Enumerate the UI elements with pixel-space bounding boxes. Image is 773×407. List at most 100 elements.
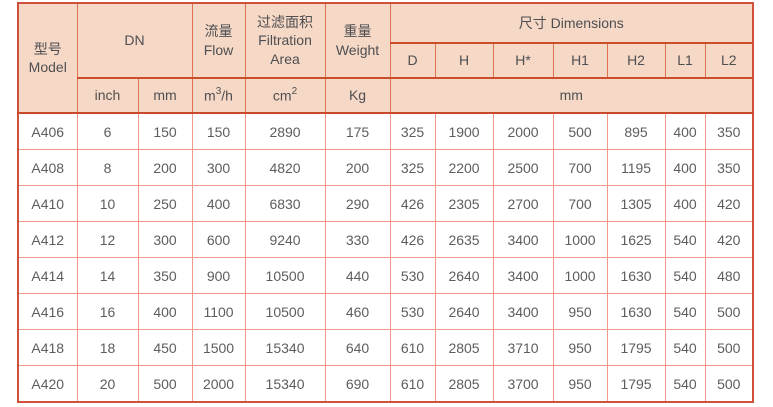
- header-row-groups: 型号 Model DN 流量 Flow 过滤面积 Filtration Area…: [17, 2, 754, 114]
- table-row: A406 6 150 150 2890 175 325 1900 2000 500 895 400 35…: [17, 112, 754, 150]
- unit-mm: mm: [137, 77, 193, 114]
- cell-area: 9240: [244, 221, 326, 258]
- cell-dim-h1: 700: [552, 185, 608, 222]
- table-row: A410 10 250 400 6830 290 426 2305 2700 700 1305 400…: [17, 185, 754, 222]
- cell-dim-h: 1900: [434, 112, 494, 150]
- cell-dim-hstar: 3400: [492, 293, 554, 330]
- table-row: A414 14 350 900 10500 440 530 2640 3400 1000 1630 5…: [17, 257, 754, 294]
- cell-weight: 175: [324, 112, 391, 150]
- cell-dim-l1: 540: [664, 293, 706, 330]
- cell-dim-h: 2640: [434, 293, 494, 330]
- cell-weight: 290: [324, 185, 391, 222]
- cell-dim-h1: 500: [552, 112, 608, 150]
- unit-dimensions-mm: mm: [389, 77, 754, 114]
- cell-flow: 600: [191, 221, 246, 258]
- header-area-en2: Area: [270, 50, 300, 67]
- unit-area: cm2: [244, 77, 326, 114]
- cell-dn-mm: 500: [137, 365, 193, 403]
- spec-table-container: 型号 Model DN 流量 Flow 过滤面积 Filtration Area…: [17, 2, 755, 403]
- cell-dn-mm: 350: [137, 257, 193, 294]
- cell-dn-inch: 14: [76, 257, 139, 294]
- cell-dim-hstar: 3700: [492, 365, 554, 403]
- cell-dim-h2: 1625: [606, 221, 666, 258]
- header-area-zh: 过滤面积: [257, 14, 314, 31]
- header-dim-d: D: [389, 42, 436, 79]
- cell-dim-h: 2305: [434, 185, 494, 222]
- table-row: A418 18 450 1500 15340 640 610 2805 3710 950 1795 5…: [17, 329, 754, 366]
- cell-dim-l1: 400: [664, 149, 706, 186]
- header-area-en1: Filtration: [258, 32, 312, 49]
- cell-dim-l2: 350: [704, 112, 754, 150]
- header-flow-en: Flow: [203, 41, 234, 58]
- cell-dim-d: 530: [389, 293, 436, 330]
- cell-dim-hstar: 2700: [492, 185, 554, 222]
- cell-dim-h: 2805: [434, 365, 494, 403]
- cell-dim-h1: 1000: [552, 221, 608, 258]
- header-filtration-area: 过滤面积 Filtration Area: [244, 2, 326, 79]
- cell-dim-l2: 350: [704, 149, 754, 186]
- header-weight: 重量 Weight: [324, 2, 391, 79]
- header-row-dim-columns: D H H* H1 H2 L1 L2: [18, 42, 754, 79]
- cell-dim-d: 530: [389, 257, 436, 294]
- cell-dim-h2: 1630: [606, 293, 666, 330]
- cell-dim-d: 610: [389, 365, 436, 403]
- cell-dim-h2: 1305: [606, 185, 666, 222]
- cell-dn-inch: 18: [76, 329, 139, 366]
- cell-dim-l1: 400: [664, 185, 706, 222]
- cell-model: A406: [17, 112, 78, 150]
- cell-model: A414: [17, 257, 78, 294]
- header-model-zh: 型号: [33, 40, 62, 57]
- cell-dim-h1: 950: [552, 293, 608, 330]
- cell-dn-mm: 200: [137, 149, 193, 186]
- cell-flow: 900: [191, 257, 246, 294]
- cell-dim-h2: 1795: [606, 329, 666, 366]
- header-dim-l1: L1: [664, 42, 706, 79]
- cell-dim-l2: 500: [704, 293, 754, 330]
- header-dim-l2: L2: [704, 42, 754, 79]
- table-row: A420 20 500 2000 15340 690 610 2805 3700 950 1795 5…: [17, 365, 754, 403]
- cell-dim-h: 2805: [434, 329, 494, 366]
- header-model: 型号 Model: [17, 2, 78, 114]
- cell-weight: 200: [324, 149, 391, 186]
- cell-model: A408: [17, 149, 78, 186]
- cell-dim-h2: 1630: [606, 257, 666, 294]
- cell-dim-l2: 480: [704, 257, 754, 294]
- cell-dn-inch: 8: [76, 149, 139, 186]
- cell-dim-l2: 420: [704, 185, 754, 222]
- cell-dn-inch: 6: [76, 112, 139, 150]
- cell-dn-mm: 450: [137, 329, 193, 366]
- cell-dim-h: 2635: [434, 221, 494, 258]
- cell-dim-h1: 950: [552, 329, 608, 366]
- unit-flow: m3/h: [191, 77, 246, 114]
- cell-area: 4820: [244, 149, 326, 186]
- header-dim-h: H: [434, 42, 494, 79]
- cell-dim-h2: 1195: [606, 149, 666, 186]
- cell-dim-h1: 950: [552, 365, 608, 403]
- cell-dim-d: 325: [389, 149, 436, 186]
- header-dimensions: 尺寸 Dimensions: [389, 2, 754, 44]
- cell-dn-inch: 10: [76, 185, 139, 222]
- cell-model: A418: [17, 329, 78, 366]
- cell-model: A416: [17, 293, 78, 330]
- cell-model: A412: [17, 221, 78, 258]
- cell-weight: 330: [324, 221, 391, 258]
- cell-dn-inch: 16: [76, 293, 139, 330]
- cell-flow: 2000: [191, 365, 246, 403]
- spec-table: 型号 Model DN 流量 Flow 过滤面积 Filtration Area…: [17, 2, 755, 403]
- cell-dim-l1: 540: [664, 365, 706, 403]
- header-model-en: Model: [28, 59, 67, 75]
- cell-dn-mm: 150: [137, 112, 193, 150]
- cell-area: 10500: [244, 257, 326, 294]
- cell-dim-h1: 1000: [552, 257, 608, 294]
- header-weight-zh: 重量: [343, 23, 372, 40]
- header-dim-hstar: H*: [492, 42, 554, 79]
- header-dn: DN: [76, 2, 193, 79]
- unit-weight: Kg: [324, 77, 391, 114]
- header-flow-zh: 流量: [204, 23, 233, 40]
- cell-dim-l2: 500: [704, 365, 754, 403]
- cell-weight: 460: [324, 293, 391, 330]
- cell-dn-mm: 400: [137, 293, 193, 330]
- table-header: 型号 Model DN 流量 Flow 过滤面积 Filtration Area…: [17, 2, 754, 114]
- cell-dim-hstar: 3400: [492, 257, 554, 294]
- cell-dim-h2: 895: [606, 112, 666, 150]
